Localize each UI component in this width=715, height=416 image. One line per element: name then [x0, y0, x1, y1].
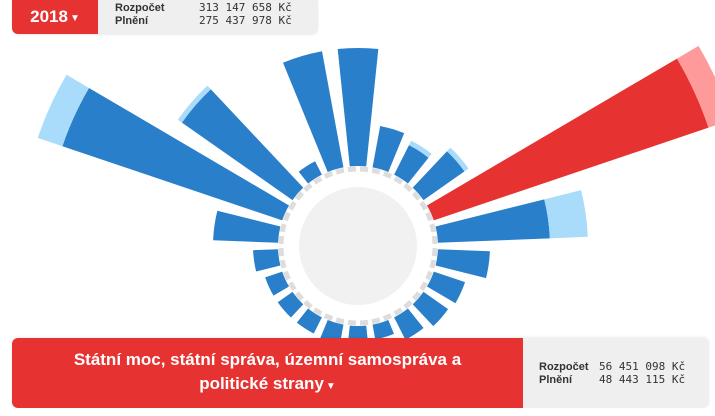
spent-label: Plnění [539, 374, 573, 386]
bar-spent[interactable] [372, 320, 394, 340]
bar-budget-remainder[interactable] [409, 140, 432, 158]
total-budget-row: Rozpočet 313 147 658 Kč [115, 1, 318, 14]
category-spent-row: Plnění 48 443 115 Kč [539, 373, 709, 386]
ring-segment [279, 223, 287, 233]
ring-segment [419, 281, 428, 292]
bar-spent[interactable] [394, 308, 424, 340]
ring-segment [431, 247, 438, 257]
ring-segment [279, 259, 287, 269]
ring-segment [425, 211, 433, 222]
ring-segment [335, 317, 345, 325]
ring-segment [419, 200, 428, 211]
bar-budget-remainder[interactable] [446, 147, 469, 172]
ring-segment [393, 176, 404, 185]
ring-segment [335, 167, 345, 175]
bar-spent[interactable] [372, 126, 405, 172]
bar-spent[interactable] [394, 145, 429, 184]
ring-segment [303, 182, 313, 192]
ring-segment [403, 300, 413, 310]
ring-segment [323, 171, 334, 179]
ring-segment [382, 313, 393, 321]
ring-segment [288, 281, 297, 292]
bar-spent[interactable] [435, 199, 550, 243]
budget-label: Rozpočet [539, 361, 589, 373]
ring-segment [294, 291, 304, 301]
bar-budget-remainder[interactable] [544, 190, 588, 239]
chart-bars [37, 45, 715, 351]
category-selector[interactable]: Státní moc, státní správa, územní samosp… [12, 338, 523, 408]
ring-segment [347, 166, 357, 173]
bar-spent[interactable] [426, 58, 709, 221]
bar-spent[interactable] [62, 87, 290, 221]
ring-segment [371, 167, 381, 175]
ring-segment [294, 191, 304, 201]
category-title: Státní moc, státní správa, územní samosp… [73, 349, 462, 393]
bar-spent[interactable] [277, 291, 304, 318]
budget-value: 313 147 658 Kč [199, 1, 292, 14]
caret-down-icon: ▼ [325, 380, 336, 392]
bar-spent[interactable] [412, 291, 449, 327]
bar-budget-remainder[interactable] [37, 74, 89, 147]
ring-segment [283, 270, 291, 281]
budget-label: Rozpočet [115, 2, 165, 14]
bar-budget-remainder[interactable] [177, 85, 211, 123]
ring-segment [359, 166, 369, 173]
ring-segment [347, 319, 357, 326]
bar-spent[interactable] [298, 161, 322, 184]
ring-segment [425, 270, 433, 281]
ring-segment [288, 200, 297, 211]
ring-segment [278, 235, 285, 245]
ring-segment [429, 259, 437, 269]
ring-segment [312, 176, 323, 185]
category-budget-row: Rozpočet 56 451 098 Kč [539, 360, 709, 373]
ring-segment [278, 247, 285, 257]
total-spent-row: Plnění 275 437 978 Kč [115, 14, 318, 27]
ring-segment [393, 307, 404, 316]
bar-spent[interactable] [253, 249, 281, 272]
ring-segment [412, 191, 422, 201]
ring-segment [303, 300, 313, 310]
bar-budget-remainder[interactable] [677, 45, 715, 128]
chart-center [299, 187, 417, 305]
bar-spent[interactable] [265, 271, 290, 296]
bar-spent[interactable] [426, 271, 466, 304]
ring-segment [403, 182, 413, 192]
ring-segment [371, 317, 381, 325]
bar-spent[interactable] [213, 210, 281, 243]
bar-spent[interactable] [337, 48, 379, 167]
year-selector[interactable]: 2018 ▼ [12, 0, 98, 34]
bar-spent[interactable] [283, 51, 344, 172]
bar-spent[interactable] [296, 308, 322, 334]
category-stats: Rozpočet 56 451 098 Kč Plnění 48 443 115… [523, 338, 709, 408]
ring-segment [312, 307, 323, 316]
spent-label: Plnění [115, 15, 149, 27]
top-summary-bar: 2018 ▼ Rozpočet 313 147 658 Kč Plnění 27… [12, 0, 318, 34]
ring-segment [359, 319, 369, 326]
total-stats: Rozpočet 313 147 658 Kč Plnění 275 437 9… [98, 0, 318, 34]
ring-segment [412, 291, 422, 301]
ring-segment [429, 223, 437, 233]
spent-value: 48 443 115 Kč [599, 373, 686, 386]
bar-spent[interactable] [435, 249, 490, 279]
selected-category-bar: Státní moc, státní správa, územní samosp… [12, 338, 709, 408]
ring-segment [283, 211, 291, 222]
bar-spent[interactable] [412, 151, 465, 201]
bar-spent[interactable] [181, 89, 304, 201]
ring-segment [323, 313, 334, 321]
year-label: 2018 [30, 7, 68, 26]
ring-segment [431, 235, 438, 245]
budget-value: 56 451 098 Kč [599, 360, 686, 373]
caret-down-icon: ▼ [69, 12, 80, 24]
ring-segment [382, 171, 393, 179]
spent-value: 275 437 978 Kč [199, 14, 292, 27]
